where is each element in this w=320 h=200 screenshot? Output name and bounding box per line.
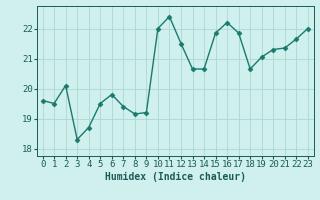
X-axis label: Humidex (Indice chaleur): Humidex (Indice chaleur) — [105, 172, 246, 182]
